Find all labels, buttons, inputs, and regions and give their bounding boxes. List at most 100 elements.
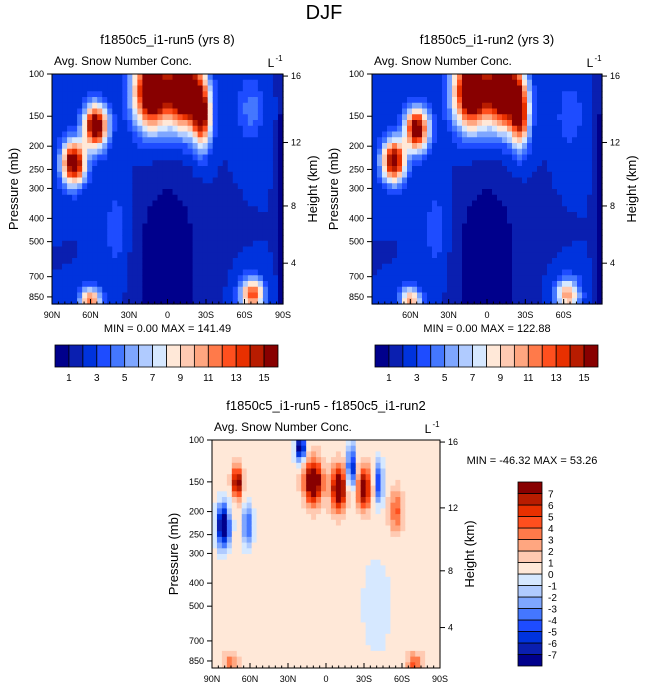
heatmap-cell	[567, 74, 573, 80]
heatmap-cell	[291, 440, 297, 446]
heatmap-cell	[203, 218, 209, 224]
heatmap-cell	[137, 80, 143, 86]
heatmap-cell	[532, 195, 538, 201]
heatmap-cell	[203, 275, 209, 281]
heatmap-cell	[472, 132, 478, 138]
heatmap-cell	[542, 264, 548, 270]
heatmap-cell	[482, 189, 488, 195]
heatmap-cell	[442, 109, 448, 115]
heatmap-cell	[273, 74, 279, 80]
heatmap-cell	[107, 241, 113, 247]
heatmap-cell	[97, 258, 103, 264]
heatmap-cell	[268, 80, 274, 86]
heatmap-cell	[152, 114, 158, 120]
heatmap-cell	[562, 281, 568, 287]
heatmap-cell	[427, 143, 433, 149]
heatmap-cell	[492, 155, 498, 161]
heatmap-cell	[387, 247, 393, 253]
heatmap-cell	[517, 275, 523, 281]
heatmap-cell	[331, 554, 337, 560]
heatmap-cell	[228, 252, 234, 258]
heatmap-cell	[542, 218, 548, 224]
heatmap-cell	[382, 143, 388, 149]
heatmap-cell	[487, 86, 493, 92]
heatmap-cell	[52, 241, 58, 247]
heatmap-cell	[341, 480, 347, 486]
heatmap-cell	[77, 206, 83, 212]
heatmap-cell	[157, 149, 163, 155]
heatmap-cell	[271, 594, 277, 600]
heatmap-cell	[387, 114, 393, 120]
heatmap-cell	[142, 229, 148, 235]
heatmap-cell	[62, 166, 68, 172]
heatmap-cell	[341, 554, 347, 560]
heatmap-cell	[97, 252, 103, 258]
heatmap-cell	[132, 91, 138, 97]
heatmap-cell	[557, 224, 563, 230]
heatmap-cell	[62, 178, 68, 184]
heatmap-cell	[492, 252, 498, 258]
heatmap-cell	[326, 526, 332, 532]
heatmap-cell	[188, 252, 194, 258]
heatmap-cell	[267, 577, 273, 583]
heatmap-cell	[587, 264, 593, 270]
heatmap-cell	[372, 241, 378, 247]
heatmap-cell	[311, 497, 317, 503]
heatmap-cell	[341, 508, 347, 514]
colorbar-box	[556, 345, 570, 367]
heatmap-cell	[286, 474, 292, 480]
heatmap-cell	[507, 195, 513, 201]
heatmap-cell	[268, 172, 274, 178]
heatmap-cell	[102, 252, 108, 258]
heatmap-cell	[183, 235, 189, 241]
heatmap-cell	[442, 229, 448, 235]
heatmap-cell	[382, 229, 388, 235]
heatmap-cell	[232, 611, 238, 617]
heatmap-cell	[188, 137, 194, 143]
heatmap-cell	[417, 281, 423, 287]
y-tick-label: 700	[29, 272, 44, 282]
heatmap-cell	[183, 264, 189, 270]
heatmap-cell	[522, 224, 528, 230]
heatmap-cell	[382, 120, 388, 126]
heatmap-cell	[341, 503, 347, 509]
heatmap-cell	[218, 160, 224, 166]
heatmap-cell	[321, 497, 327, 503]
heatmap-cell	[336, 600, 342, 606]
heatmap-cell	[117, 103, 123, 109]
heatmap-cell	[233, 252, 239, 258]
heatmap-cell	[243, 132, 249, 138]
heatmap-cell	[228, 172, 234, 178]
heatmap-cell	[273, 229, 279, 235]
heatmap-cell	[392, 74, 398, 80]
heatmap-cell	[112, 132, 118, 138]
heatmap-cell	[402, 74, 408, 80]
heatmap-cell	[268, 224, 274, 230]
heatmap-cell	[57, 229, 63, 235]
heatmap-cell	[112, 247, 118, 253]
heatmap-cell	[532, 120, 538, 126]
heatmap-cell	[203, 97, 209, 103]
heatmap-cell	[218, 287, 224, 293]
heatmap-cell	[336, 537, 342, 543]
heatmap-cell	[243, 74, 249, 80]
heatmap-cell	[87, 183, 93, 189]
heatmap-cell	[222, 531, 228, 537]
heatmap-cell	[502, 275, 508, 281]
heatmap-cell	[62, 114, 68, 120]
heatmap-cell	[262, 628, 268, 634]
heatmap-cell	[437, 155, 443, 161]
colorbar-box	[473, 345, 487, 367]
heatmap-cell	[577, 258, 583, 264]
heatmap-cell	[291, 554, 297, 560]
heatmap-cell	[477, 97, 483, 103]
heatmap-cell	[547, 235, 553, 241]
heatmap-cell	[402, 86, 408, 92]
heatmap-cell	[253, 74, 259, 80]
heatmap-cell	[252, 594, 258, 600]
heatmap-cell	[552, 143, 558, 149]
heatmap-cell	[542, 247, 548, 253]
heatmap-cell	[412, 172, 418, 178]
heatmap-cell	[97, 264, 103, 270]
heatmap-cell	[477, 80, 483, 86]
